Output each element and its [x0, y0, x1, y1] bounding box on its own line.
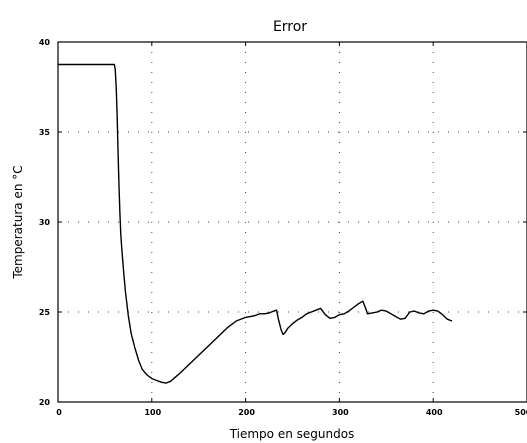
- series-layer: [58, 63, 453, 384]
- y-tick-label: 35: [39, 128, 51, 137]
- x-tick-label: 200: [238, 408, 255, 417]
- x-tick-label: 500: [515, 408, 527, 417]
- x-tick-label: 0: [56, 408, 62, 417]
- y-tick-label: 30: [39, 218, 51, 227]
- y-tick-label: 25: [39, 308, 51, 317]
- series-line: [58, 63, 453, 384]
- x-axis-label: Tiempo en segundos: [229, 427, 355, 441]
- x-tick-label: 300: [332, 408, 349, 417]
- y-tick-label: 20: [39, 398, 51, 407]
- tick-layer: 0 100 200 300 400 500 20 25 30 35 40: [39, 38, 527, 417]
- y-tick-label: 40: [39, 38, 51, 47]
- grid-layer: [58, 42, 527, 402]
- chart-title: Error: [273, 19, 307, 35]
- x-tick-label: 100: [144, 408, 161, 417]
- x-tick-label: 400: [426, 408, 443, 417]
- y-axis-label: Temperatura en °C: [11, 165, 25, 279]
